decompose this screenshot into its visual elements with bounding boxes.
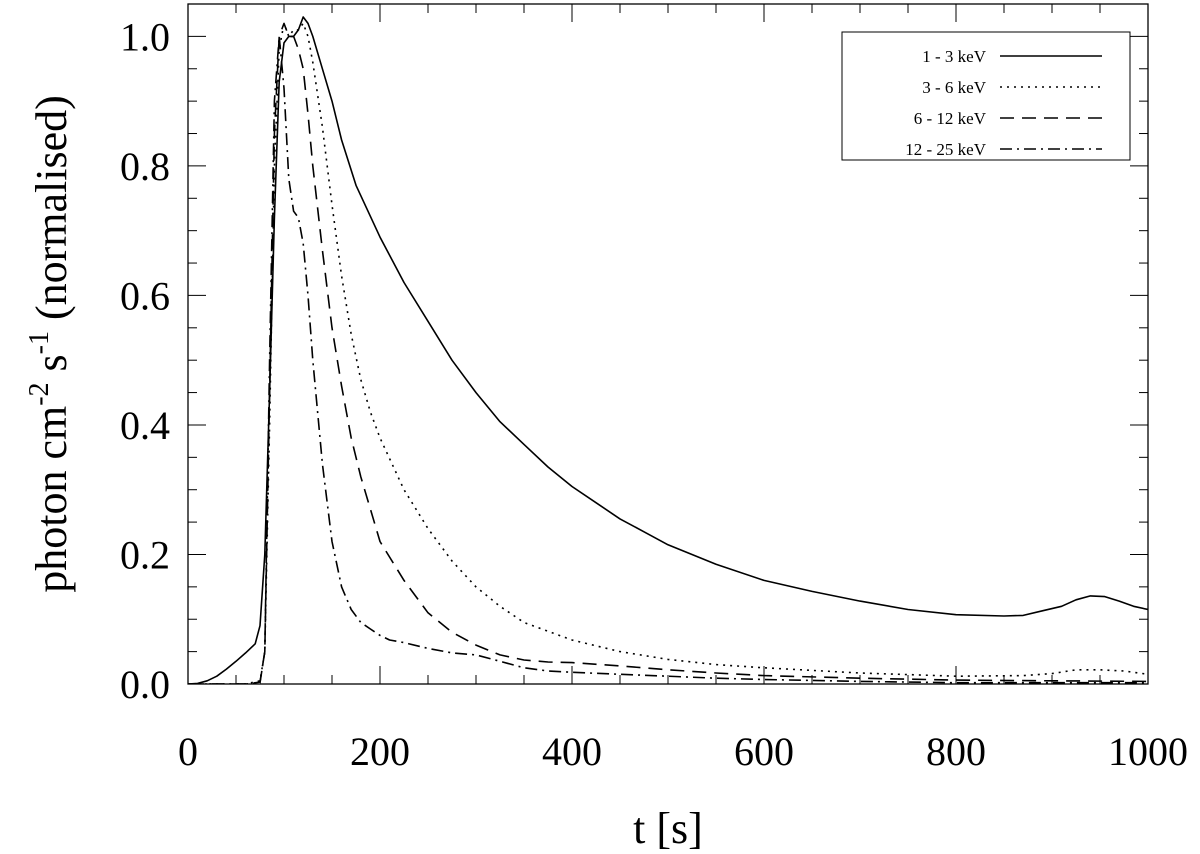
y-tick-label: 0.0	[120, 662, 170, 707]
x-tick-label: 200	[350, 729, 410, 774]
x-tick-label: 600	[734, 729, 794, 774]
series-line-1	[188, 16, 1148, 684]
y-tick-label: 0.8	[120, 144, 170, 189]
y-tick-label: 1.0	[120, 14, 170, 59]
y-axis-title-main: photon cm	[27, 406, 76, 593]
legend: 1 - 3 keV 3 - 6 keV 6 - 12 keV 12 - 25 keV	[841, 31, 1131, 161]
legend-entries: 1 - 3 keV 3 - 6 keV 6 - 12 keV 12 - 25 keV	[905, 47, 1102, 159]
series-lines	[188, 16, 1148, 684]
plot-frame	[187, 3, 1149, 685]
x-tick-label: 0	[178, 729, 198, 774]
y-axis-title: photon cm-2 s-1 (normalised)	[24, 95, 76, 593]
x-tick-label: 400	[542, 729, 602, 774]
y-tick-label: 0.2	[120, 532, 170, 577]
y-axis-title-tail: (normalised)	[27, 95, 76, 331]
y-tick-labels: 0.0 0.2 0.4 0.6 0.8 1.0	[120, 14, 170, 707]
y-axis-title-sup-1: -2	[24, 382, 55, 405]
legend-box	[841, 31, 1131, 161]
series-line-4	[188, 35, 1148, 684]
legend-label: 12 - 25 keV	[905, 140, 986, 159]
series-line-3	[188, 22, 1148, 684]
y-axis-title-mid: s	[27, 354, 76, 382]
x-axis-title: t [s]	[633, 804, 703, 853]
y-axis-title-sup-2: -1	[24, 331, 55, 354]
y-tick-label: 0.6	[120, 273, 170, 318]
x-tick-label: 1000	[1108, 729, 1188, 774]
legend-label: 1 - 3 keV	[922, 47, 986, 66]
x-tick-label: 800	[926, 729, 986, 774]
y-tick-label: 0.4	[120, 403, 170, 448]
legend-label: 6 - 12 keV	[914, 109, 987, 128]
legend-label: 3 - 6 keV	[922, 78, 986, 97]
x-tick-labels: 0 200 400 600 800 1000	[178, 729, 1188, 774]
